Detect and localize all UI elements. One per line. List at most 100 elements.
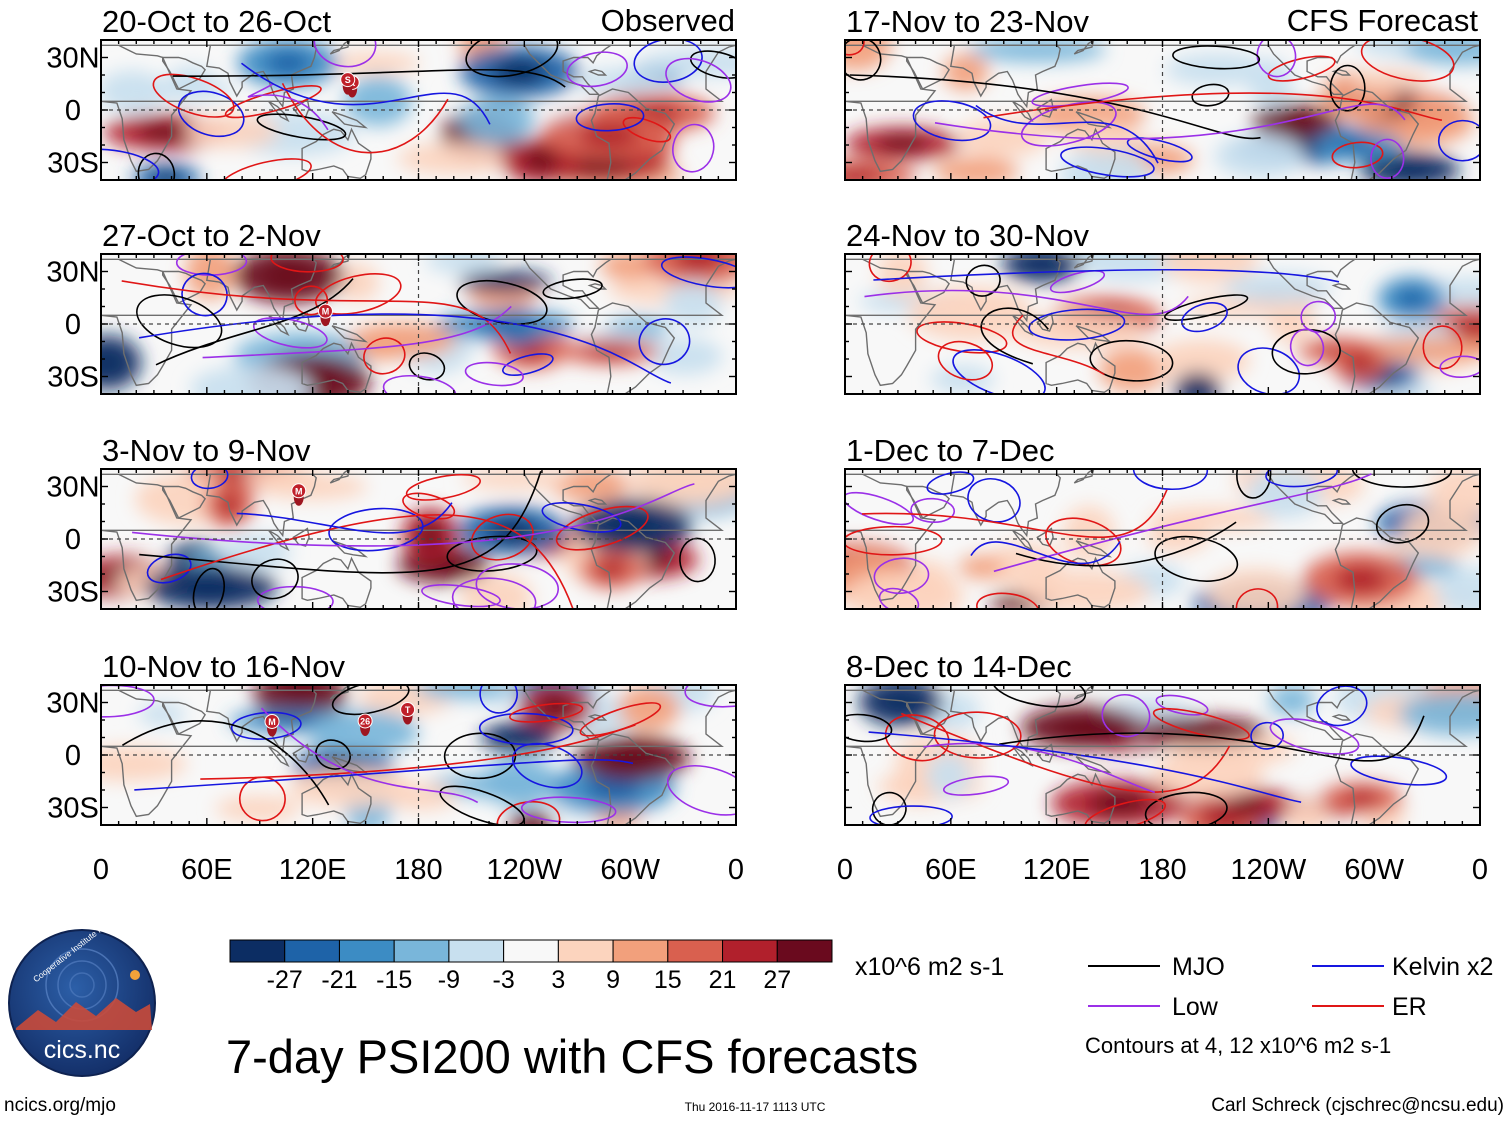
wave-contour [1152, 707, 1250, 741]
wave-contour-open [868, 731, 1302, 803]
panel-title: 17-Nov to 23-Nov [846, 4, 1089, 39]
wave-contour [1060, 146, 1155, 178]
wave-contour [566, 51, 628, 88]
wave-contour [136, 294, 223, 349]
wave-contour [845, 491, 915, 526]
wave-contour [1089, 339, 1174, 382]
coastline [1334, 517, 1420, 609]
y-tick-label: 30S [47, 577, 99, 609]
wave-contour [251, 558, 299, 600]
wave-contour [991, 685, 1087, 708]
wave-contour [1316, 685, 1368, 727]
coastline [162, 485, 206, 519]
panel-forecast-4: 8-Dec to 14-Dec [844, 649, 1481, 826]
coastline [1036, 312, 1054, 332]
panel-observed-3: 3-Nov to 9-Nov M 30N 0 30S [46, 433, 737, 610]
wave-contour-open [861, 489, 1168, 539]
wave-contour [1237, 347, 1301, 394]
wave-contour [1235, 588, 1279, 609]
wave-contour [937, 340, 994, 381]
x-tick-label: 120W [1230, 854, 1306, 886]
coastline [1331, 283, 1352, 290]
y-tick-label: 30N [46, 257, 99, 289]
storm-marker: S [340, 72, 356, 95]
wave-contour-open [200, 724, 636, 780]
coastline [590, 302, 676, 394]
colorbar-label: -27 [267, 966, 303, 994]
wave-contour-open [155, 278, 354, 366]
coastline [523, 689, 614, 740]
wave-contour [331, 685, 410, 716]
cfs-forecast-label: CFS Forecast [1287, 3, 1479, 38]
wave-contour [638, 318, 691, 366]
wave-contour [446, 535, 538, 572]
wave-contour-open [236, 502, 453, 534]
x-tick-label: 0 [1472, 854, 1488, 886]
wave-contour [845, 40, 865, 56]
colorbar-label: 27 [763, 966, 791, 994]
coastline [587, 498, 608, 505]
colorbar-units: x10^6 m2 s-1 [855, 953, 1004, 981]
wave-contour [976, 592, 1040, 609]
legend: MJO Kelvin x2 Low ER Contours at 4, 12 x… [1085, 953, 1493, 1058]
wave-contour [555, 505, 649, 551]
coastline [906, 485, 950, 519]
coastline [590, 733, 676, 825]
coastline [1267, 44, 1358, 95]
wave-contour [633, 40, 703, 83]
wave-contour [541, 502, 622, 533]
coastline [1045, 772, 1116, 825]
coastline [329, 40, 351, 55]
wave-contour [1269, 718, 1360, 755]
coastline [587, 283, 608, 290]
coastline [1267, 258, 1358, 309]
wave-contour [1155, 694, 1209, 716]
wave-contour-open [873, 268, 1340, 283]
wave-contour-open [980, 307, 1049, 365]
storm-label: M [295, 486, 303, 496]
coastline [1075, 325, 1113, 343]
wave-contour [926, 471, 975, 495]
observed-label: Observed [601, 3, 735, 38]
wave-contour [315, 273, 402, 315]
wave-contour [1132, 469, 1209, 491]
wave-contour [1265, 469, 1339, 488]
coastline [523, 473, 614, 524]
x-tick-label: 60W [600, 854, 660, 886]
coastline [329, 469, 351, 484]
storm-marker: T [400, 702, 416, 725]
wave-contour [1375, 503, 1430, 544]
y-tick-label: 30N [46, 472, 99, 504]
y-tick-label: 0 [65, 309, 81, 341]
wave-contour-open [281, 82, 449, 154]
wave-contour [878, 587, 920, 609]
coastline [301, 127, 372, 180]
coastline [1012, 745, 1034, 768]
wave-contour [1049, 269, 1106, 294]
panel-observed-2: 27-Oct to 2-Nov M 30N 0 30S [46, 218, 737, 395]
coastline [329, 254, 351, 269]
coastline [301, 341, 372, 394]
wave-contour [845, 40, 882, 81]
colorbar-label: 15 [654, 966, 682, 994]
wave-contour-open [260, 707, 479, 804]
wave-contour [1028, 308, 1126, 341]
coastline [162, 56, 206, 90]
panel-observed-1: 20-Oct to 26-OctKS30N030S [46, 4, 737, 181]
wave-contour [1300, 300, 1337, 333]
wave-contour [328, 507, 424, 552]
wave-contour-open [1015, 521, 1237, 567]
wave-contour [672, 123, 715, 173]
y-tick-label: 30S [47, 793, 99, 825]
legend-label-er: ER [1392, 993, 1427, 1021]
panel-title: 10-Nov to 16-Nov [102, 649, 345, 684]
wave-contour [382, 374, 457, 394]
wave-contour [1256, 40, 1297, 78]
x-tick-label: 120E [1023, 854, 1091, 886]
coastline [1331, 498, 1352, 505]
wave-contour [252, 317, 328, 349]
colorbar-label: -15 [376, 966, 412, 994]
colorbar-swatch [284, 939, 340, 963]
footer-website: ncics.org/mjo [4, 1095, 116, 1116]
